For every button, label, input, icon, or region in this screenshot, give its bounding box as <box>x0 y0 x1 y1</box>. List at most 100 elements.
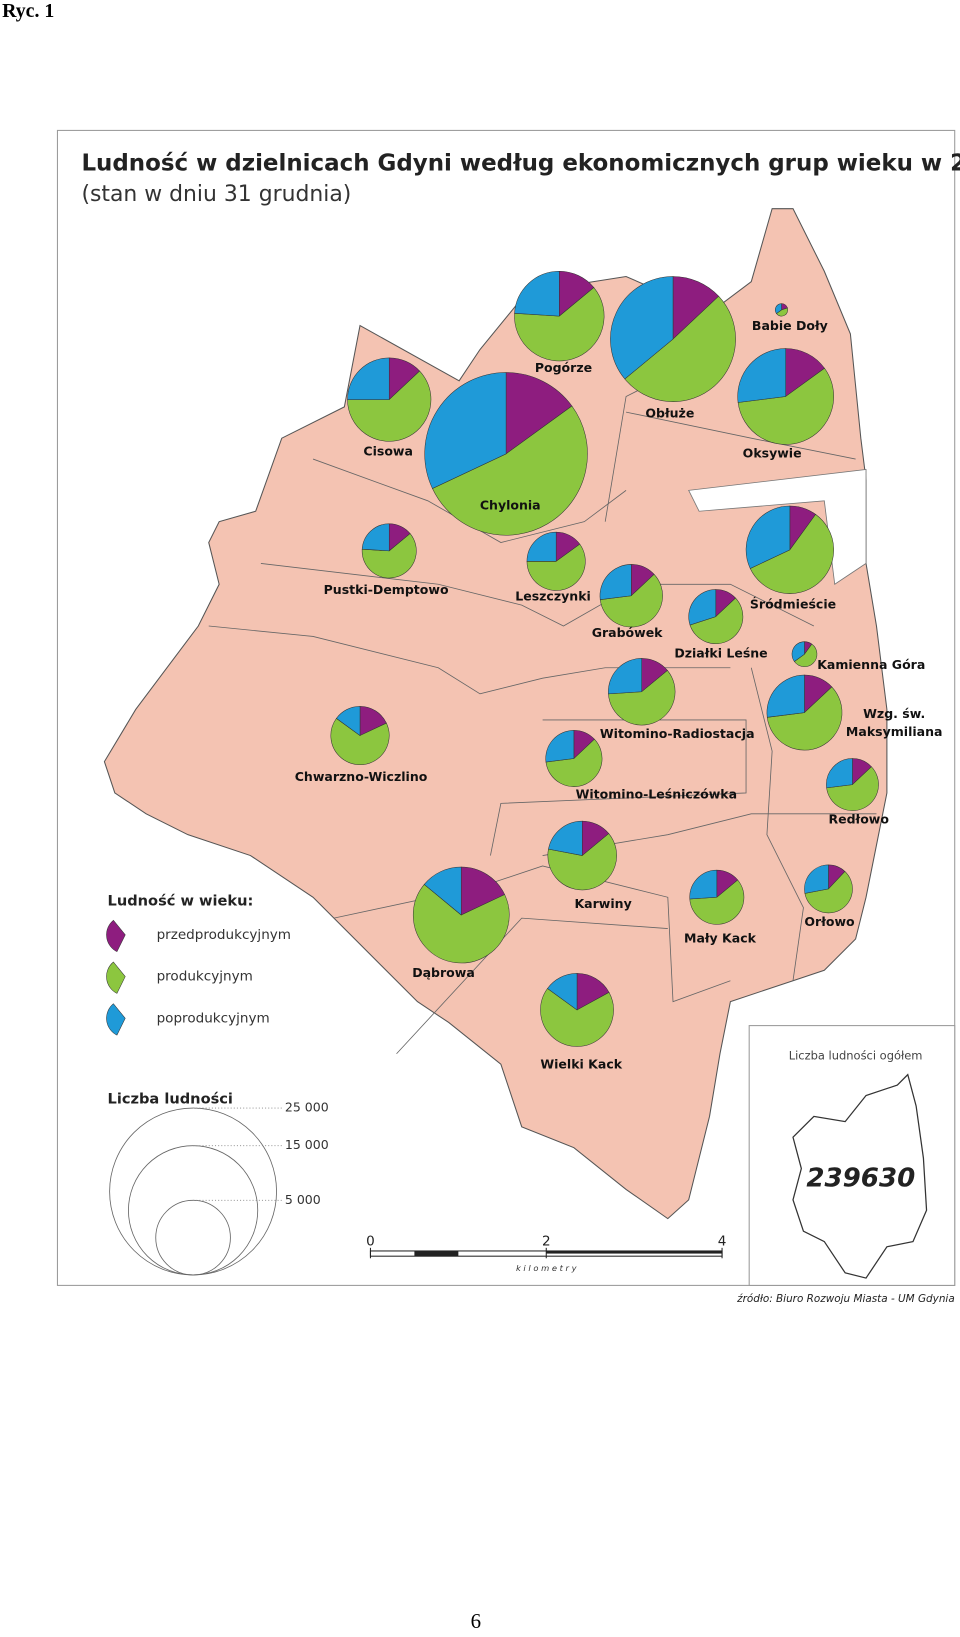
pie-slice <box>336 706 361 737</box>
pie-slice <box>766 686 843 751</box>
size-label: 25 000 <box>285 1100 329 1115</box>
pie-slice <box>610 276 674 380</box>
pie-slice <box>804 871 853 914</box>
district-label: Leszczynki <box>515 588 591 603</box>
district-pie <box>599 564 663 628</box>
district-pie <box>412 866 510 964</box>
inset-outline <box>792 1073 928 1279</box>
size-legend-title: Liczba ludności <box>108 1091 233 1108</box>
district-label: Karwiny <box>574 896 631 911</box>
legend-swatch <box>106 919 126 953</box>
pie-slice <box>689 879 745 925</box>
pie-slice <box>540 988 614 1047</box>
pie-slice <box>514 287 605 362</box>
scale-bar-fill <box>414 1250 459 1257</box>
district-pie <box>737 348 834 445</box>
border <box>750 667 804 981</box>
scale-unit: k i l o m e t r y <box>516 1263 578 1273</box>
scale-tick-label: 2 <box>542 1234 551 1250</box>
map-title: Ludność w dzielnicach Gdyni według ekono… <box>81 150 960 176</box>
pie-slice <box>776 307 789 317</box>
district-label: Redłowo <box>828 812 889 827</box>
border <box>312 458 627 543</box>
district-label: Pustki-Demptowo <box>324 582 449 597</box>
district-label: Wielki Kack <box>540 1057 622 1072</box>
district-label: Maksymiliana <box>846 724 943 739</box>
total-population: 239630 <box>806 1163 915 1193</box>
district-pie <box>775 303 789 317</box>
district-label: Orłowo <box>804 914 855 929</box>
border <box>490 719 747 856</box>
pie-slice <box>599 564 632 600</box>
pie-slice <box>514 271 560 317</box>
district-pie <box>347 357 432 442</box>
district-pie <box>766 674 843 751</box>
district-pie <box>826 758 879 811</box>
pie-slice <box>599 573 663 628</box>
district-label: Chylonia <box>480 498 541 513</box>
district-label: Grabówek <box>592 625 663 640</box>
pie-slice <box>624 295 736 402</box>
pie-slice <box>347 370 432 442</box>
harbour <box>688 469 867 585</box>
pie-slice <box>737 367 834 445</box>
pie-slice <box>547 973 578 1011</box>
district-label: Witomino-Leśniczówka <box>576 787 737 802</box>
pie-slice <box>545 730 575 763</box>
pie-slice <box>526 543 586 591</box>
pie-slice <box>608 658 642 695</box>
scale-tick-label: 4 <box>718 1234 727 1250</box>
district-pie <box>791 641 818 667</box>
district-label: Kamienna Góra <box>817 657 925 672</box>
port <box>688 469 867 585</box>
border <box>396 917 668 1055</box>
source: źródło: Biuro Rozwoju Miasta - UM Gdynia <box>736 1293 955 1305</box>
figure-label: Ryc. 1 <box>2 0 54 22</box>
district-label: Pogórze <box>535 360 592 375</box>
district-pie <box>610 276 736 402</box>
pie-slice <box>547 833 617 891</box>
district-pie <box>361 523 417 579</box>
pie-slice <box>775 303 782 314</box>
district-label: Działki Leśne <box>674 646 767 661</box>
district-label: Obłuże <box>645 406 694 421</box>
district-pie <box>540 973 614 1047</box>
district-pie <box>514 271 605 362</box>
pie-slice <box>826 758 853 789</box>
district-pie <box>745 505 834 594</box>
inset-title: Liczba ludności ogółem <box>789 1048 923 1062</box>
pie-slice <box>804 864 829 894</box>
pie-slice <box>794 643 818 667</box>
pie-slice <box>548 820 583 856</box>
border <box>625 411 856 460</box>
pie-slice <box>526 531 557 562</box>
district-label: Dąbrowa <box>412 965 475 980</box>
pie-slice <box>608 670 676 726</box>
pie-slice <box>423 866 462 916</box>
map <box>103 208 888 1220</box>
district-pie <box>424 372 588 536</box>
district-label: Mały Kack <box>684 931 757 946</box>
pie-slice <box>688 589 717 626</box>
pie-slice <box>460 866 506 916</box>
age-legend-title: Ludność w wieku: <box>108 892 254 909</box>
size-label: 5 000 <box>285 1192 321 1207</box>
page-number: 6 <box>471 1609 481 1633</box>
pie-slice <box>432 405 588 536</box>
district-label: Oksywie <box>743 445 802 460</box>
legend-label: poprodukcyjnym <box>157 1010 270 1026</box>
pie-slice <box>745 505 791 569</box>
district-pie <box>689 869 745 925</box>
pie-slice <box>347 357 390 400</box>
pie-slice <box>826 766 879 811</box>
legend-label: przedprodukcyjnym <box>157 927 291 943</box>
pie-slice <box>737 348 786 403</box>
size-label: 15 000 <box>285 1137 329 1152</box>
pie-slice <box>689 597 744 644</box>
pie-slice <box>689 869 718 900</box>
legend-label: produkcyjnym <box>157 969 253 985</box>
pie-slice <box>424 372 507 489</box>
district-pie <box>547 820 617 891</box>
